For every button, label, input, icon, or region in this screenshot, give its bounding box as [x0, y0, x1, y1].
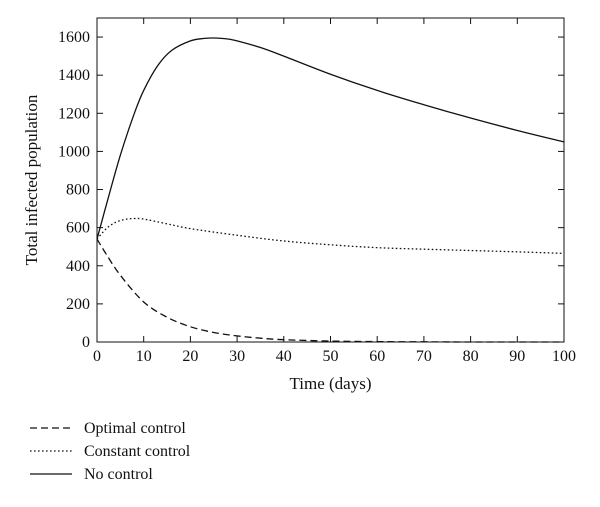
x-tick-label: 60	[369, 348, 385, 365]
x-tick-label: 0	[93, 348, 101, 365]
series-line-no-control	[96, 37, 565, 240]
x-tick-label: 100	[552, 348, 576, 365]
x-tick-label: 10	[136, 348, 152, 365]
x-tick-label: 90	[509, 348, 525, 365]
series-lines	[96, 37, 565, 343]
y-tick-label: 200	[66, 296, 90, 313]
series-line-optimal-control	[96, 238, 564, 343]
x-tick-label: 50	[323, 348, 339, 365]
y-tick-label: 1000	[58, 143, 90, 160]
y-tick-label: 1400	[58, 67, 90, 84]
plot-area	[96, 17, 565, 343]
y-tick-label: 400	[66, 258, 90, 275]
legend-label-optimal-control: Optimal control	[84, 420, 186, 437]
series-line-constant-control	[96, 217, 565, 255]
x-tick-label: 40	[276, 348, 292, 365]
y-tick-label: 0	[82, 334, 90, 351]
legend-label-no-control: No control	[84, 466, 153, 483]
axis-ticks: 0 10 20 30 40 50 60 70 80 90 100020040060080010001…	[58, 18, 576, 365]
y-tick-label: 1600	[58, 29, 90, 46]
x-tick-label: 20	[182, 348, 198, 365]
y-axis-label: Total infected population	[22, 94, 41, 265]
x-axis-label: Time (days)	[289, 374, 371, 393]
y-tick-label: 800	[66, 182, 90, 199]
legend: Optimal control Constant control No contro…	[30, 420, 191, 483]
legend-label-constant-control: Constant control	[84, 443, 191, 460]
x-tick-label: 70	[416, 348, 432, 365]
x-tick-label: 30	[229, 348, 245, 365]
x-tick-label: 80	[463, 348, 479, 365]
y-tick-label: 1200	[58, 105, 90, 122]
y-tick-label: 600	[66, 220, 90, 237]
plot-frame	[96, 17, 565, 343]
